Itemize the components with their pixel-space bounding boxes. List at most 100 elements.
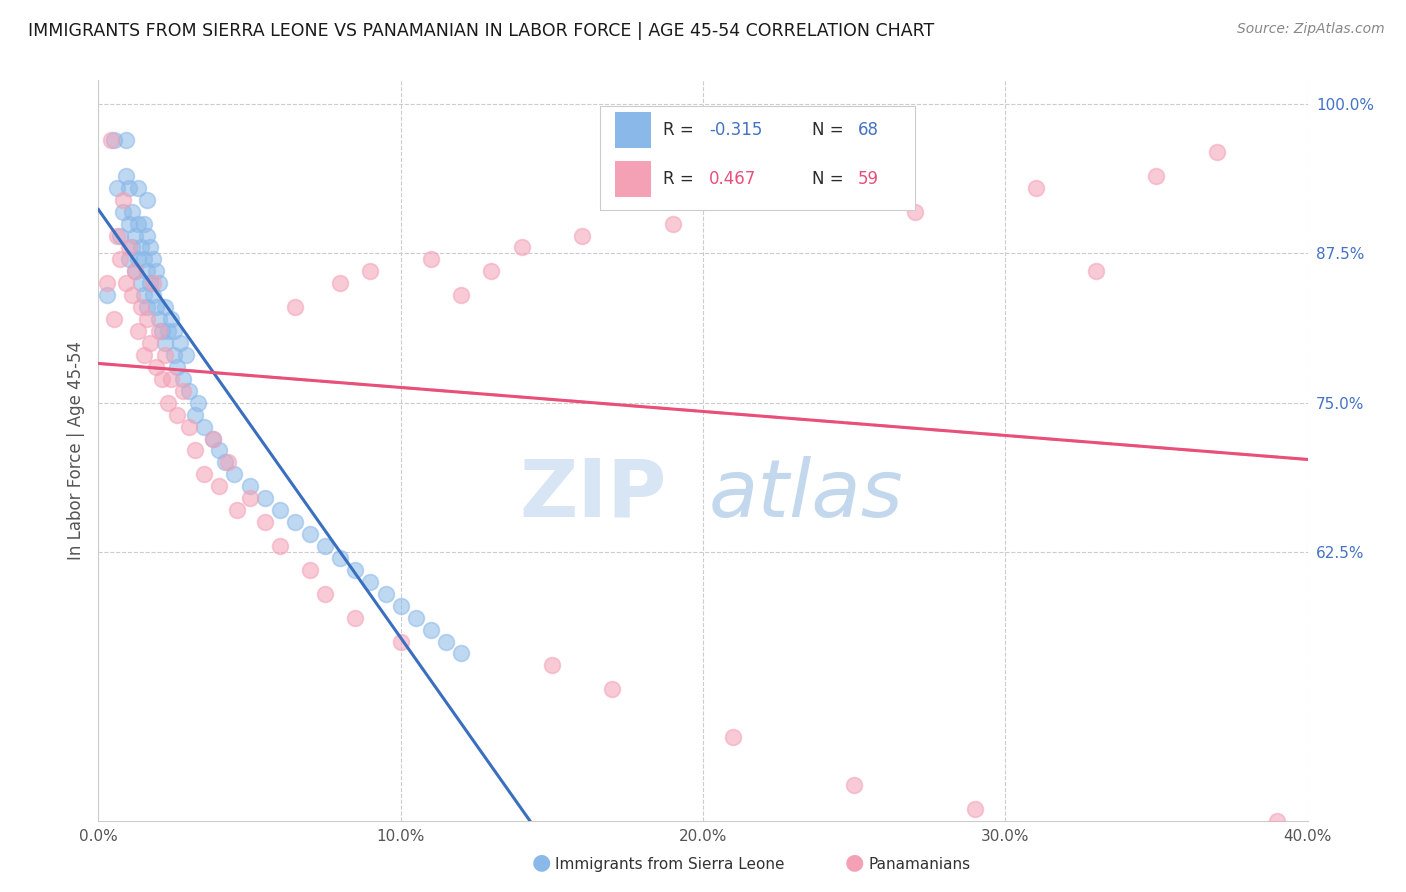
Point <box>108 228 131 243</box>
Point <box>153 336 176 351</box>
Point <box>374 587 396 601</box>
Point <box>202 432 225 446</box>
Bar <box>614 112 651 148</box>
Point <box>135 193 157 207</box>
Point <box>132 217 155 231</box>
Point <box>148 324 170 338</box>
Point <box>299 527 322 541</box>
Point <box>299 563 322 577</box>
Point <box>1144 169 1167 183</box>
Point <box>153 300 176 314</box>
Text: ●: ● <box>845 853 865 872</box>
Point <box>169 336 191 351</box>
Point <box>187 395 209 409</box>
Point <box>163 324 186 338</box>
Point <box>269 503 291 517</box>
Point <box>239 491 262 506</box>
Text: N =: N = <box>811 169 849 187</box>
Point <box>344 563 367 577</box>
Point <box>224 467 246 482</box>
Point <box>135 312 157 326</box>
Text: Immigrants from Sierra Leone: Immigrants from Sierra Leone <box>555 857 785 872</box>
Point <box>217 455 239 469</box>
Point <box>172 372 194 386</box>
Point <box>160 372 183 386</box>
Point <box>132 348 155 362</box>
Text: Panamanians: Panamanians <box>869 857 972 872</box>
Point <box>163 348 186 362</box>
Point <box>129 277 152 291</box>
Text: Source: ZipAtlas.com: Source: ZipAtlas.com <box>1237 22 1385 37</box>
Text: ●: ● <box>531 853 551 872</box>
Point <box>145 300 167 314</box>
Point <box>420 252 443 267</box>
Point <box>214 455 236 469</box>
Point <box>105 180 128 194</box>
Point <box>160 312 183 326</box>
Point <box>208 443 231 458</box>
Point <box>118 252 141 267</box>
Point <box>783 133 806 147</box>
Point <box>142 288 165 302</box>
Point <box>132 252 155 267</box>
Point <box>184 443 207 458</box>
Text: -0.315: -0.315 <box>709 121 762 139</box>
Point <box>253 491 276 506</box>
Point <box>405 610 427 624</box>
Text: ZIP: ZIP <box>519 456 666 534</box>
Point <box>100 133 122 147</box>
Point <box>450 288 472 302</box>
Point <box>314 539 336 553</box>
Point <box>661 217 683 231</box>
Point <box>127 217 149 231</box>
Point <box>571 228 593 243</box>
Point <box>150 324 173 338</box>
Point <box>344 610 367 624</box>
Point <box>114 133 136 147</box>
Point <box>844 778 866 792</box>
Point <box>118 240 141 254</box>
Point <box>96 288 118 302</box>
Point <box>389 599 412 613</box>
Point <box>510 240 533 254</box>
Point <box>129 300 152 314</box>
Point <box>103 133 125 147</box>
Point <box>179 384 201 398</box>
Point <box>145 264 167 278</box>
Point <box>118 180 141 194</box>
Point <box>166 408 188 422</box>
Point <box>166 359 188 374</box>
Point <box>121 240 143 254</box>
Point <box>904 204 927 219</box>
Point <box>111 193 134 207</box>
Point <box>179 419 201 434</box>
Point <box>360 264 382 278</box>
Point <box>139 336 162 351</box>
Point <box>965 802 987 816</box>
Point <box>172 384 194 398</box>
Bar <box>614 161 651 196</box>
Point <box>723 730 745 744</box>
Point <box>1024 180 1046 194</box>
Point <box>121 204 143 219</box>
Point <box>540 658 562 673</box>
Point <box>314 587 336 601</box>
Point <box>420 623 443 637</box>
Point <box>127 252 149 267</box>
Point <box>1206 145 1229 159</box>
Point <box>132 288 155 302</box>
Point <box>226 503 249 517</box>
Point <box>284 515 307 529</box>
Point <box>135 300 157 314</box>
Point <box>135 228 157 243</box>
Point <box>1085 264 1108 278</box>
Point <box>127 180 149 194</box>
Point <box>156 395 179 409</box>
Y-axis label: In Labor Force | Age 45-54: In Labor Force | Age 45-54 <box>66 341 84 560</box>
Point <box>389 634 412 648</box>
Point <box>481 264 503 278</box>
Point <box>269 539 291 553</box>
Point <box>114 277 136 291</box>
Text: 0.467: 0.467 <box>709 169 756 187</box>
Point <box>150 372 173 386</box>
